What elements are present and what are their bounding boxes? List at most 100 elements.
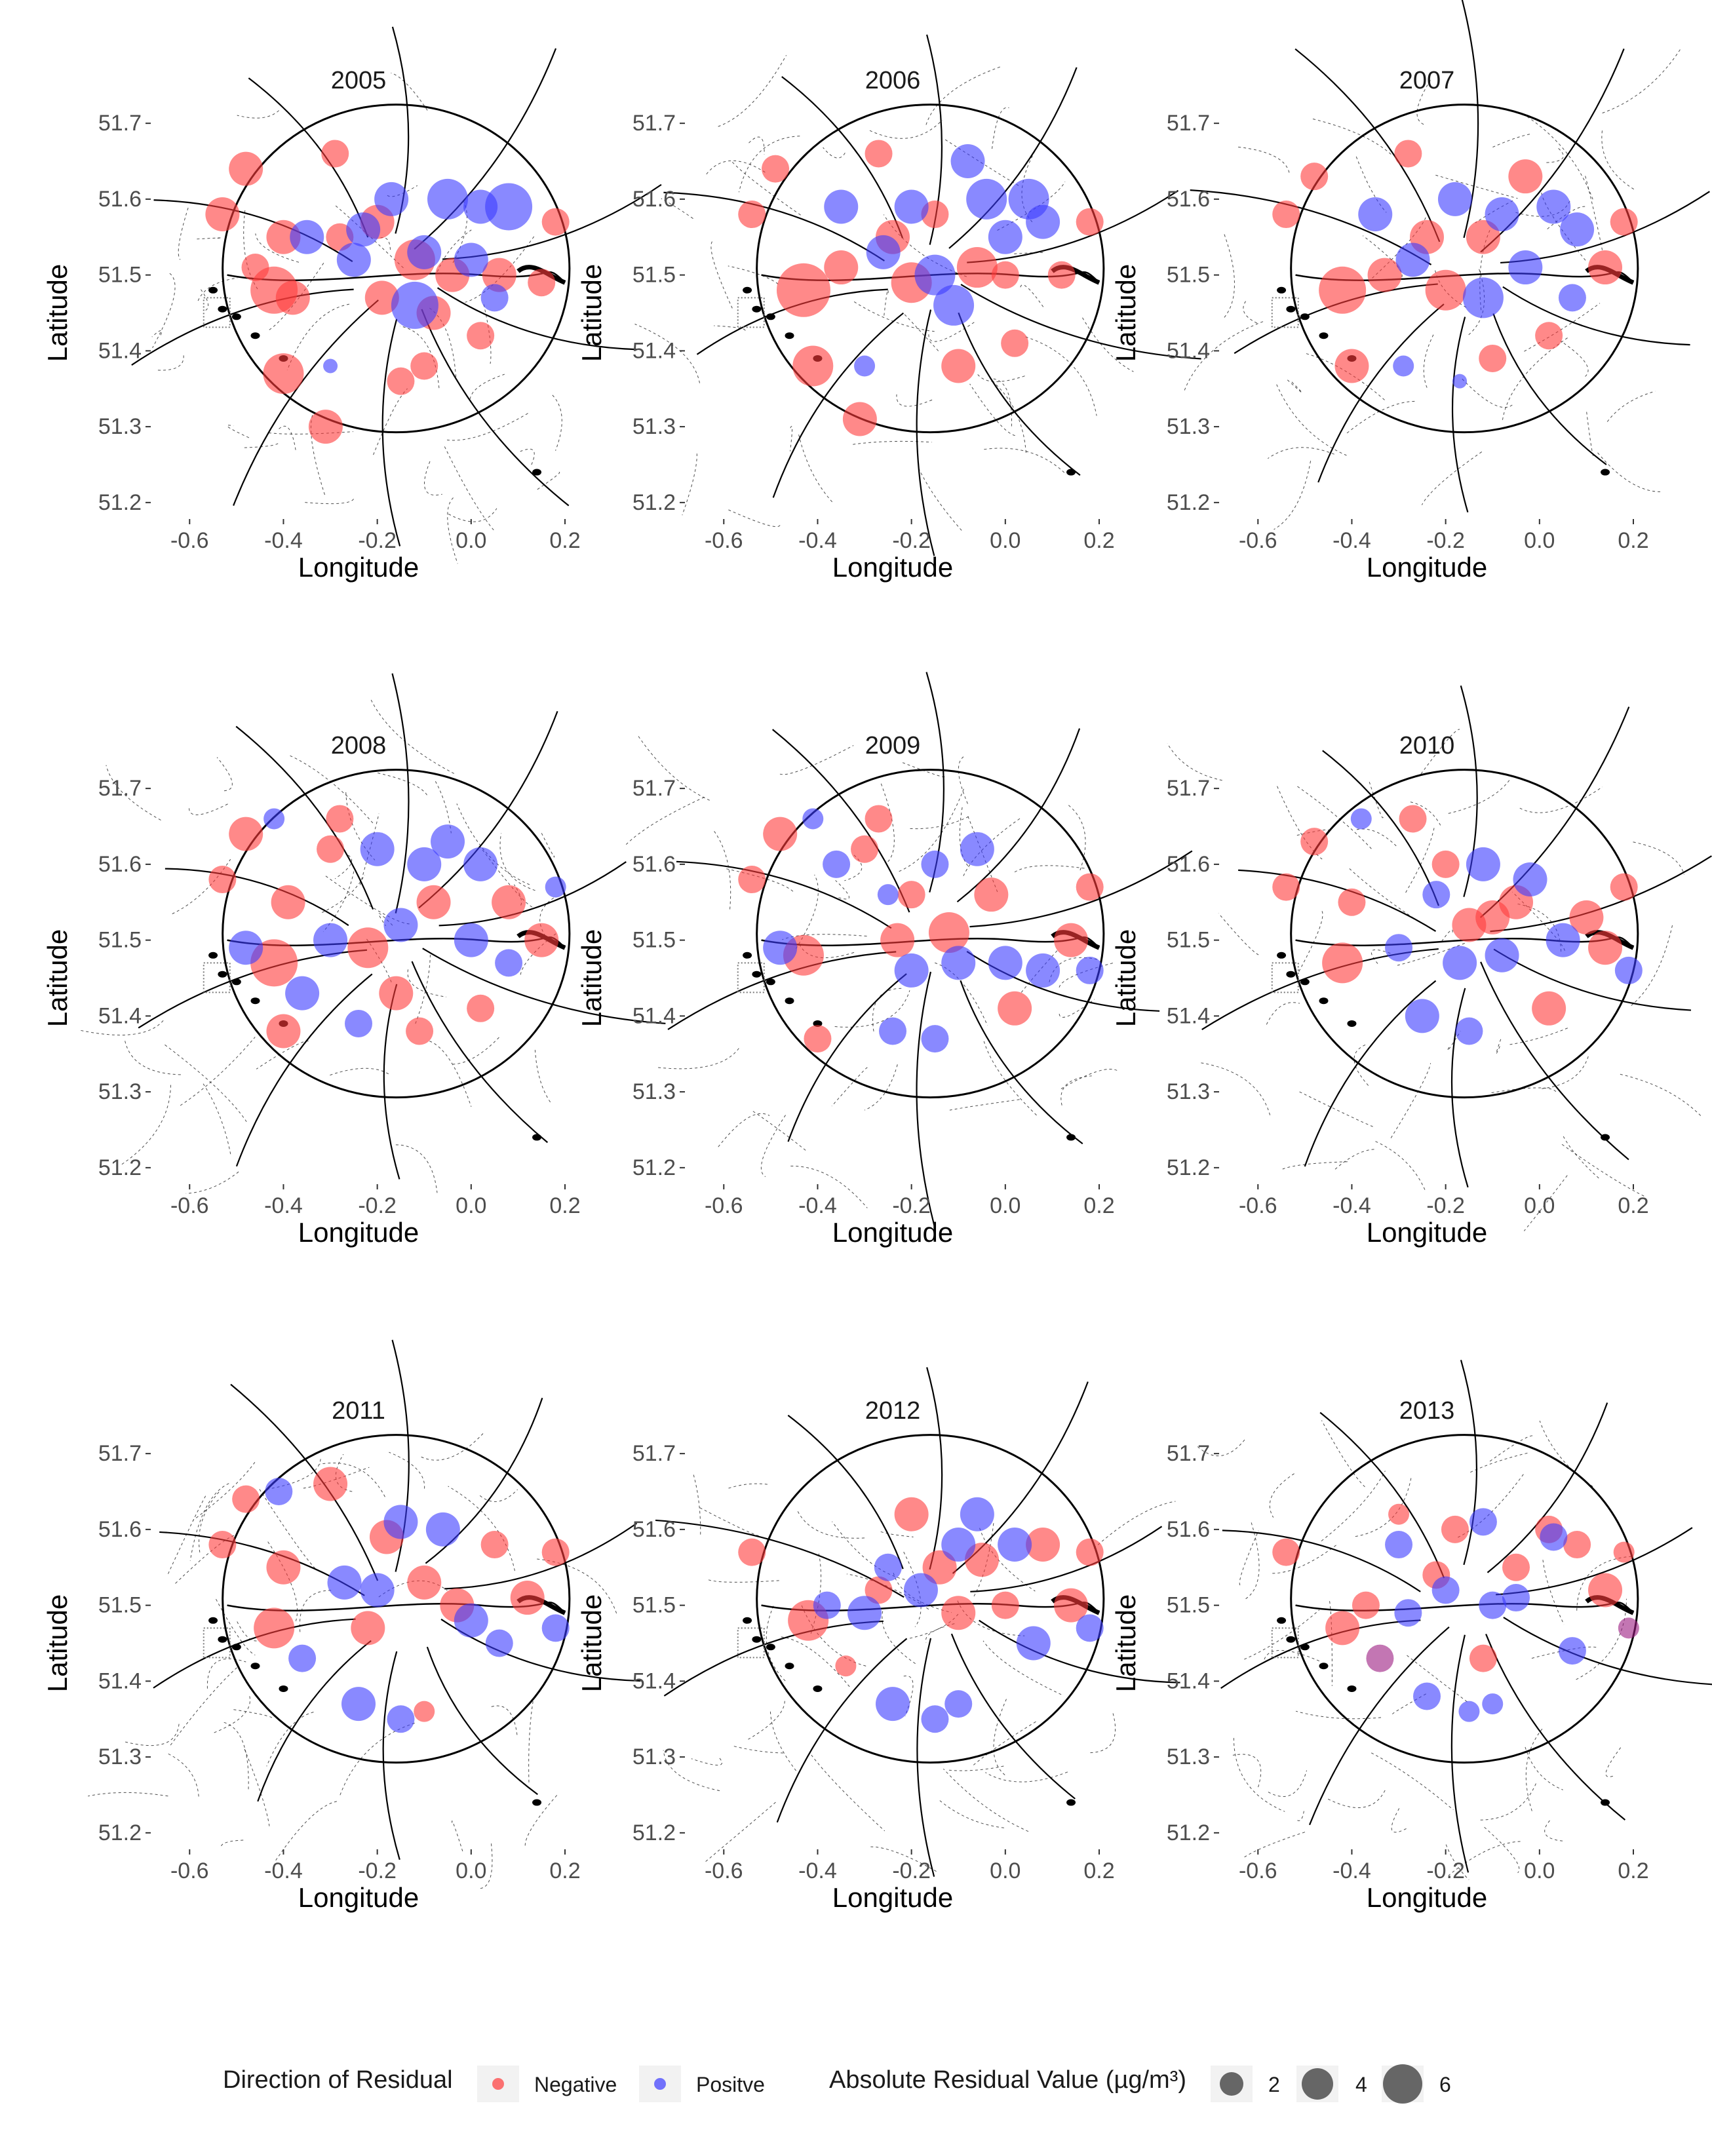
minor-road bbox=[963, 818, 1021, 876]
reservoir-shape bbox=[231, 313, 241, 320]
minor-road bbox=[693, 1474, 701, 1535]
y-tick-label: 51.2 bbox=[632, 1820, 676, 1845]
point-positive bbox=[1026, 204, 1060, 239]
minor-road bbox=[1560, 340, 1589, 377]
minor-road bbox=[918, 468, 963, 531]
major-road bbox=[1502, 286, 1690, 346]
minor-road bbox=[1509, 1026, 1570, 1045]
point-negative bbox=[1352, 1591, 1380, 1619]
minor-road bbox=[290, 755, 374, 824]
minor-road bbox=[883, 290, 889, 318]
y-axis-title: Latitude bbox=[1110, 1594, 1141, 1692]
point-positive bbox=[1016, 1626, 1051, 1661]
y-tick-label: 51.6 bbox=[98, 852, 142, 877]
x-tick-label: 0.0 bbox=[990, 528, 1021, 553]
minor-road bbox=[444, 446, 496, 532]
minor-road bbox=[1243, 299, 1258, 324]
legend-label-negative: Negative bbox=[534, 2073, 617, 2096]
minor-road bbox=[216, 1598, 256, 1656]
minor-road bbox=[1353, 1044, 1369, 1086]
major-road bbox=[1480, 961, 1629, 1161]
panel-2005: 2005 51.2 51.3 51.4 51.5 51.6 51.7 -0.6 -0.4 -0.2… bbox=[42, 26, 662, 583]
minor-road bbox=[424, 461, 442, 495]
y-tick-label: 51.7 bbox=[1167, 111, 1210, 136]
minor-road bbox=[1525, 1746, 1563, 1790]
y-axis-title: Latitude bbox=[1110, 264, 1141, 362]
point-positive bbox=[1455, 1017, 1483, 1045]
point-negative bbox=[776, 263, 830, 317]
minor-road bbox=[992, 107, 1009, 149]
minor-road bbox=[1090, 1712, 1116, 1754]
reservoir-shape bbox=[1601, 1134, 1610, 1141]
reservoir-shape bbox=[766, 1644, 775, 1651]
panel-title: 2013 bbox=[1399, 1397, 1455, 1425]
major-road bbox=[425, 1397, 543, 1564]
y-tick-label: 51.3 bbox=[98, 1744, 142, 1769]
point-negative bbox=[865, 140, 893, 168]
minor-road bbox=[983, 1041, 1039, 1117]
minor-road bbox=[939, 1800, 1007, 1829]
minor-road bbox=[499, 833, 535, 891]
reservoir-shape bbox=[743, 952, 752, 959]
point-negative bbox=[480, 1531, 509, 1559]
minor-road bbox=[718, 55, 787, 127]
point-positive bbox=[285, 976, 320, 1011]
point-positive bbox=[454, 1603, 488, 1638]
reservoir-shape bbox=[532, 469, 542, 476]
y-tick-label: 51.4 bbox=[98, 1668, 142, 1693]
minor-road bbox=[452, 1820, 463, 1852]
reservoir-shape bbox=[1319, 997, 1329, 1005]
point-positive bbox=[463, 847, 498, 881]
y-tick-label: 51.2 bbox=[1167, 490, 1210, 515]
x-axis-title: Longitude bbox=[1367, 1217, 1488, 1248]
point-positive bbox=[336, 242, 371, 277]
point-negative bbox=[263, 353, 304, 395]
residual-points bbox=[208, 805, 566, 1049]
minor-road bbox=[446, 413, 528, 441]
point-positive bbox=[1513, 862, 1547, 897]
point-positive bbox=[1437, 182, 1472, 216]
point-positive bbox=[941, 1528, 976, 1562]
ring-road bbox=[222, 1434, 571, 1764]
y-tick-label: 51.2 bbox=[98, 1155, 142, 1180]
minor-road bbox=[151, 330, 163, 337]
minor-road bbox=[233, 1709, 274, 1720]
minor-road bbox=[728, 265, 779, 284]
point-positive bbox=[866, 235, 901, 269]
point-negative bbox=[541, 208, 570, 236]
minor-road bbox=[714, 831, 731, 910]
residual-points bbox=[738, 1497, 1104, 1733]
x-tick-label: -0.6 bbox=[705, 1193, 743, 1218]
minor-road bbox=[216, 757, 233, 792]
point-negative bbox=[410, 352, 438, 380]
minor-road bbox=[517, 448, 535, 465]
y-tick-label: 51.6 bbox=[632, 852, 676, 877]
point-positive bbox=[876, 1687, 910, 1722]
minor-road bbox=[483, 304, 492, 364]
point-positive bbox=[1026, 953, 1060, 988]
point-positive bbox=[383, 908, 418, 942]
point-negative bbox=[1399, 805, 1427, 833]
point-positive bbox=[824, 189, 859, 224]
y-tick-label: 51.7 bbox=[98, 776, 142, 801]
point-positive bbox=[346, 212, 381, 247]
major-road bbox=[967, 189, 1179, 263]
y-tick-label: 51.3 bbox=[632, 414, 676, 439]
x-tick-label: -0.6 bbox=[1239, 1193, 1277, 1218]
major-road bbox=[421, 309, 570, 507]
y-tick-label: 51.4 bbox=[98, 338, 142, 363]
point-negative bbox=[271, 885, 305, 919]
minor-road bbox=[1544, 1820, 1563, 1841]
facet-panels: 2005 51.2 51.3 51.4 51.5 51.6 51.7 -0.6 -0.4 -0.2… bbox=[42, 0, 1712, 1913]
minor-road bbox=[749, 136, 765, 155]
point-negative bbox=[897, 881, 925, 909]
minor-road bbox=[1477, 1783, 1536, 1820]
minor-road bbox=[1299, 1091, 1373, 1127]
reservoir-shape bbox=[766, 313, 775, 320]
point-positive bbox=[425, 1512, 460, 1547]
minor-road bbox=[266, 1712, 314, 1767]
minor-road bbox=[1327, 1790, 1386, 1808]
minor-road bbox=[1441, 929, 1453, 942]
minor-road bbox=[738, 136, 800, 193]
point-positive bbox=[1395, 242, 1430, 277]
